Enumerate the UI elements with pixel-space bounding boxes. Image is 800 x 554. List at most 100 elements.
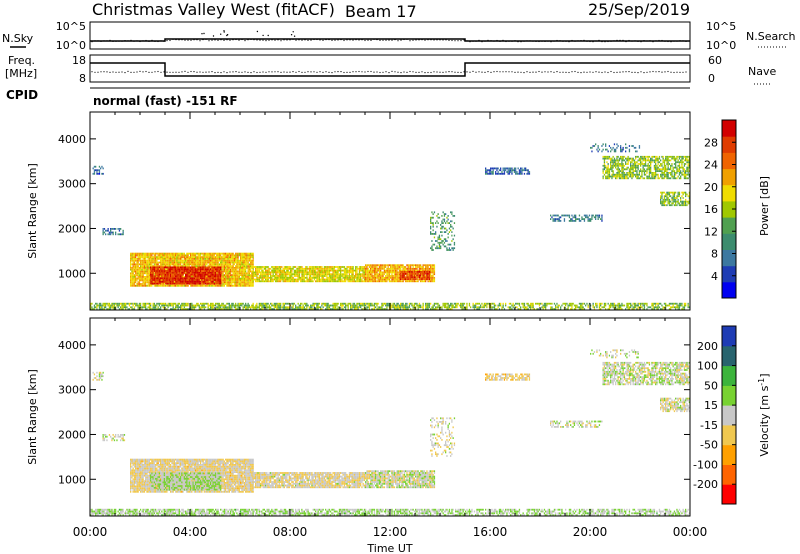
range-cell xyxy=(360,275,362,277)
range-cell xyxy=(257,266,259,268)
range-cell xyxy=(582,308,584,310)
range-cell xyxy=(323,280,326,283)
range-cell xyxy=(248,252,250,255)
range-cell xyxy=(221,261,223,264)
range-cell xyxy=(211,268,213,271)
range-cell xyxy=(231,306,233,309)
range-cell xyxy=(386,302,388,305)
range-cell xyxy=(150,280,152,283)
range-cell xyxy=(290,304,292,307)
range-cell xyxy=(210,271,212,274)
nsearch-dot xyxy=(643,40,645,42)
range-cell xyxy=(181,275,183,278)
range-cell xyxy=(571,306,573,309)
range-cell xyxy=(181,254,183,257)
range-cell xyxy=(216,259,218,262)
nsearch-tick-top: 10^5 xyxy=(706,20,736,33)
nave-dot xyxy=(364,71,366,73)
range-cell xyxy=(127,308,129,310)
nave-dot xyxy=(406,71,408,73)
range-cell xyxy=(223,258,225,260)
range-cell xyxy=(202,271,204,274)
range-cell xyxy=(665,304,667,307)
range-cell xyxy=(360,302,362,305)
range-cell xyxy=(295,271,297,274)
range-cell xyxy=(200,270,202,272)
range-cell xyxy=(618,306,621,309)
range-cell xyxy=(450,308,452,310)
nave-dot xyxy=(97,71,99,73)
range-cell xyxy=(265,271,267,274)
range-cell xyxy=(240,277,242,280)
nsearch-dot xyxy=(310,39,312,41)
range-cell xyxy=(207,273,209,276)
range-cell xyxy=(163,273,165,276)
range-cell xyxy=(166,259,168,262)
range-cell xyxy=(216,306,218,309)
range-cell xyxy=(238,281,240,284)
range-cell xyxy=(617,306,619,309)
range-cell xyxy=(227,284,229,287)
range-cell xyxy=(232,304,234,307)
range-cell xyxy=(283,280,285,283)
cpid-text: normal (fast) -151 RF xyxy=(93,94,238,108)
range-cell xyxy=(630,302,632,305)
range-cell xyxy=(290,275,292,277)
range-cell xyxy=(210,277,212,280)
range-cell xyxy=(163,270,165,272)
range-cell xyxy=(306,267,308,270)
range-cell xyxy=(251,270,253,273)
range-cell xyxy=(172,270,174,272)
range-cell xyxy=(166,263,168,266)
range-cell xyxy=(351,304,353,307)
range-cell xyxy=(183,284,185,287)
range-cell xyxy=(366,266,368,268)
range-cell xyxy=(355,275,357,277)
range-cell xyxy=(643,302,646,305)
range-cell xyxy=(220,280,222,283)
range-cell xyxy=(235,261,237,264)
range-cell xyxy=(136,261,138,264)
range-cell xyxy=(160,259,162,262)
range-cell xyxy=(248,263,250,266)
range-cell xyxy=(193,308,195,310)
range-cell xyxy=(147,265,149,267)
range-cell xyxy=(227,261,229,264)
range-cell xyxy=(217,258,219,260)
range-cell xyxy=(212,277,214,280)
nsearch-dot xyxy=(208,40,210,42)
range-cell xyxy=(138,306,141,309)
nsearch-dot xyxy=(469,41,471,43)
range-cell xyxy=(615,308,617,310)
range-cell xyxy=(276,304,278,307)
range-cell xyxy=(200,268,202,271)
range-cell xyxy=(341,306,343,309)
range-cell xyxy=(208,271,210,274)
nsearch-dot xyxy=(340,39,342,41)
range-cell xyxy=(356,302,358,305)
range-cell xyxy=(318,278,321,281)
range-cell xyxy=(372,275,374,277)
range-cell xyxy=(181,259,183,262)
range-cell xyxy=(220,277,222,280)
range-cell xyxy=(203,273,205,276)
range-cell xyxy=(206,263,208,266)
range-cell xyxy=(340,269,342,272)
range-cell xyxy=(132,258,134,260)
range-cell xyxy=(280,273,282,276)
range-cell xyxy=(202,275,204,278)
range-cell xyxy=(163,284,165,287)
range-cell xyxy=(193,271,195,274)
range-cell xyxy=(350,304,352,307)
range-cell xyxy=(327,269,329,272)
range-cell xyxy=(166,261,168,264)
range-cell xyxy=(167,259,169,262)
range-cell xyxy=(238,283,240,285)
range-cell xyxy=(318,273,321,276)
range-cell xyxy=(598,306,601,309)
range-cell xyxy=(365,266,367,268)
range-cell xyxy=(122,306,124,309)
nsearch-dot xyxy=(370,39,372,42)
range-cell xyxy=(211,271,213,274)
range-cell xyxy=(167,277,169,280)
